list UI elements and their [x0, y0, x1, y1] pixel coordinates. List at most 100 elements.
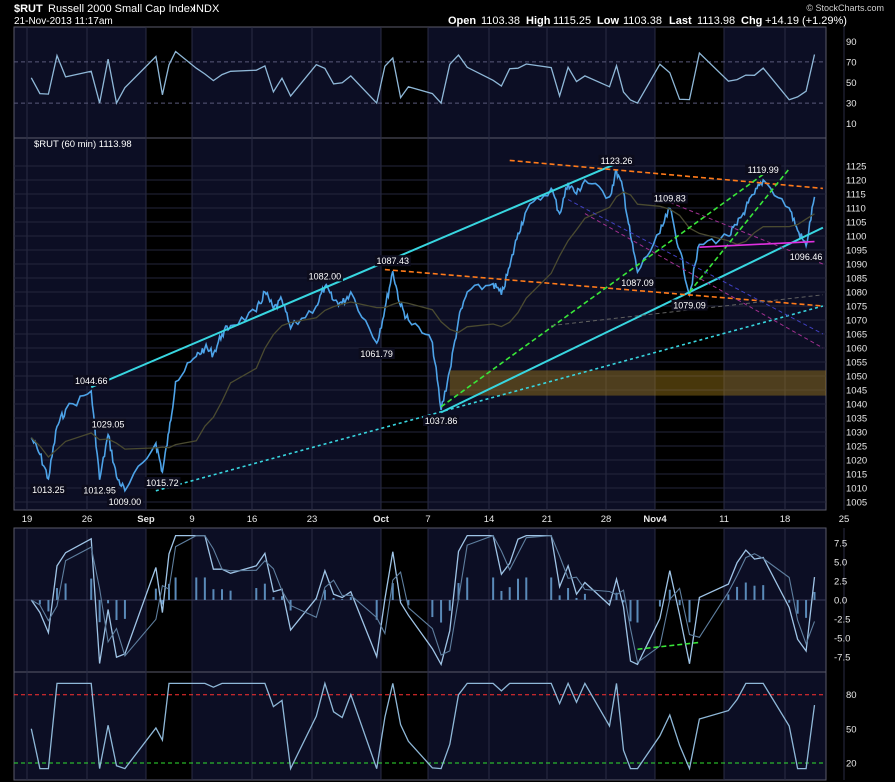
price-label-bg-1119.99	[745, 164, 782, 176]
price-series-line	[30, 170, 816, 493]
price-label-1109.83: 1109.83	[654, 193, 686, 203]
chart-panels	[0, 26, 895, 781]
macd-line	[30, 534, 816, 667]
macd-hist-bar	[508, 587, 511, 600]
macd-hist-bar	[796, 600, 799, 614]
macd-hist-bar	[212, 589, 215, 600]
trendline-channel-upper	[90, 156, 631, 389]
price-label-1087.09: 1087.09	[621, 278, 654, 288]
price-axis-tick-1020: 1020	[846, 456, 867, 467]
price-axis-tick-1070: 1070	[846, 316, 867, 327]
macd-hist-bar	[608, 600, 611, 602]
macd-hist-bar	[115, 600, 118, 621]
rsi-tick-50: 50	[846, 78, 857, 89]
price-axis-tick-1095: 1095	[846, 246, 867, 257]
macd-hist-bar	[762, 585, 765, 600]
macd-hist-bar	[168, 583, 170, 600]
price-label-bg-1009.00	[106, 495, 143, 507]
trendline-green-fan-1	[440, 173, 764, 408]
macd-hist-bar	[391, 583, 394, 600]
macd-hist-bar	[550, 577, 553, 600]
macd-hist-bar	[629, 600, 632, 622]
price-label-bg-1044.66	[73, 374, 110, 386]
macd-hist-bar	[668, 589, 671, 600]
macd-hist-bar	[558, 595, 561, 600]
macd-hist-bar	[98, 600, 101, 623]
price-label-bg-1123.26	[598, 154, 635, 166]
price-axis-tick-1010: 1010	[846, 484, 867, 495]
price-axis-tick-1080: 1080	[846, 288, 867, 299]
x-tick-label-5: 23	[307, 514, 318, 525]
macd-hist-bar	[448, 600, 451, 611]
macd-hist-bar	[583, 593, 586, 600]
macd-hist-bar	[323, 589, 326, 600]
price-axis-tick-1120: 1120	[846, 176, 866, 187]
price-label-1123.26: 1123.26	[601, 156, 633, 166]
price-label-1079.09: 1079.09	[673, 301, 706, 311]
macd-hist-bar	[736, 586, 739, 600]
macd-hist-bar	[525, 577, 528, 600]
price-month-shade-1	[381, 138, 428, 510]
rsi-month-shade-0	[146, 27, 192, 138]
trendline-resistance-upper	[509, 159, 823, 190]
macd-hist-bar	[332, 597, 335, 600]
price-label-1082.00: 1082.00	[309, 271, 342, 281]
x-tick-label-13: 18	[780, 514, 791, 525]
macd-tick--5: -5.0	[834, 633, 850, 644]
macd-hist-bar	[154, 588, 157, 600]
price-axis-tick-1065: 1065	[846, 330, 867, 341]
macd-hist-bar	[349, 597, 352, 600]
price-label-1012.95: 1012.95	[83, 486, 116, 496]
macd-hist-bar	[813, 591, 816, 600]
last-value: 1113.98	[697, 15, 735, 27]
price-axis-tick-1110: 1110	[846, 204, 866, 215]
macd-hist-bar	[744, 582, 747, 600]
open-label: Open	[448, 15, 476, 27]
price-axis-tick-1025: 1025	[846, 442, 867, 453]
x-tick-label-14: 25	[839, 514, 850, 525]
price-label-1061.79: 1061.79	[360, 349, 393, 359]
datetime: 21-Nov-2013 11:17am	[14, 16, 113, 27]
macd-hist-bar	[90, 578, 93, 600]
high-label: High	[526, 15, 551, 27]
price-axis-tick-1115: 1115	[846, 190, 866, 201]
macd-hist-bar	[615, 592, 618, 600]
high-value: 1115.25	[553, 15, 591, 27]
rsi-month-shade-2	[655, 27, 724, 138]
x-tick-label-2: Sep	[137, 514, 155, 525]
price-label-bg-1013.25	[30, 483, 67, 495]
macd-hist-bar	[221, 589, 223, 600]
macd-hist-bar	[567, 588, 570, 600]
price-label-bg-1012.95	[81, 484, 118, 496]
trendline-magenta-support	[699, 240, 815, 248]
price-axis-tick-1100: 1100	[846, 232, 866, 243]
macd-hist-bar	[341, 599, 344, 600]
low-label: Low	[597, 15, 619, 27]
fan-line-0	[567, 199, 824, 335]
symbol: $RUT	[14, 3, 43, 15]
price-axis-tick-1015: 1015	[846, 470, 867, 481]
price-label-1119.99: 1119.99	[748, 165, 779, 175]
price-legend: $RUT (60 min) 1113.98	[34, 139, 132, 150]
x-tick-label-8: 14	[484, 514, 495, 525]
x-axis-strip	[0, 510, 895, 528]
stoch-month-shade-2	[655, 672, 724, 780]
macd-hist-bar	[500, 590, 503, 600]
chart-overlay: 1005101010151020102510301035104010451050…	[14, 37, 867, 771]
macd-hist-bar	[407, 600, 410, 606]
price-label-bg-1079.09	[671, 299, 708, 311]
macd-tick-2.5: 2.5	[834, 577, 847, 588]
stoch-tick-80: 80	[846, 690, 857, 701]
rsi-tick-10: 10	[846, 119, 857, 130]
trendline-support-dashed	[155, 305, 824, 492]
macd-hist-bar	[56, 588, 58, 600]
price-label-1096.46: 1096.46	[790, 252, 823, 262]
moving-average-line	[30, 191, 815, 458]
macd-hist-bar	[272, 597, 275, 600]
macd-hist-bar	[64, 583, 67, 600]
macd-tick-5: 5.0	[834, 558, 847, 569]
macd-hist-bar	[315, 599, 318, 600]
price-label-bg-1015.72	[144, 476, 181, 488]
macd-hist-bar	[805, 600, 808, 618]
index-name: Russell 2000 Small Cap Index	[48, 3, 196, 15]
